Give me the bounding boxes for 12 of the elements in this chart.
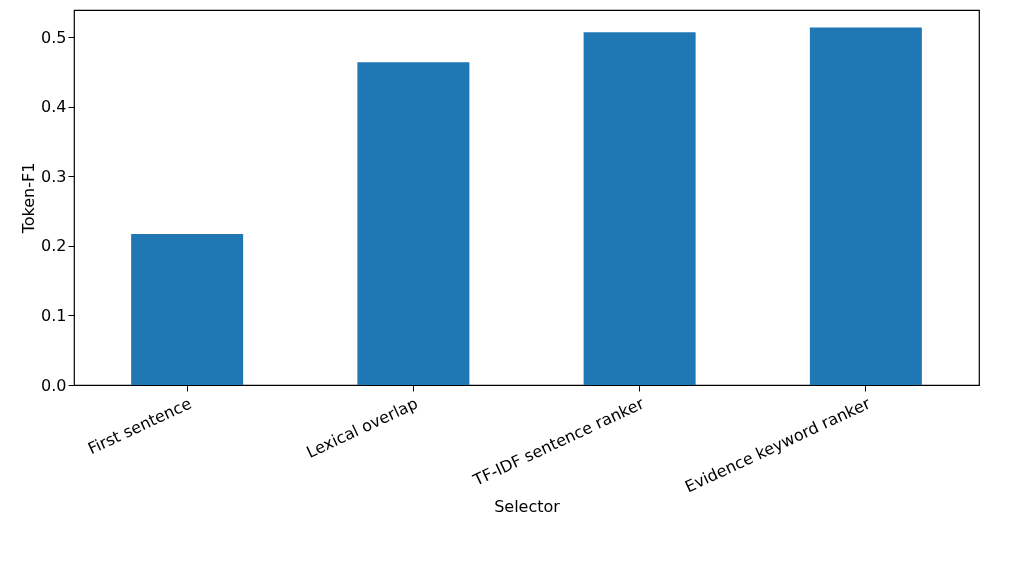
bar bbox=[357, 62, 470, 385]
y-tick-label: 0.1 bbox=[41, 305, 67, 325]
x-axis-title: Selector bbox=[494, 497, 561, 517]
y-tick-label: 0.2 bbox=[41, 236, 67, 256]
y-tick-label: 0.5 bbox=[41, 27, 67, 47]
bar bbox=[809, 27, 922, 385]
y-tick-label: 0.4 bbox=[41, 97, 67, 117]
bar bbox=[131, 234, 244, 385]
y-tick-label: 0.0 bbox=[41, 375, 67, 395]
y-tick-label: 0.3 bbox=[41, 166, 67, 186]
bar bbox=[583, 32, 696, 385]
y-axis-title: Token-F1 bbox=[19, 162, 39, 235]
